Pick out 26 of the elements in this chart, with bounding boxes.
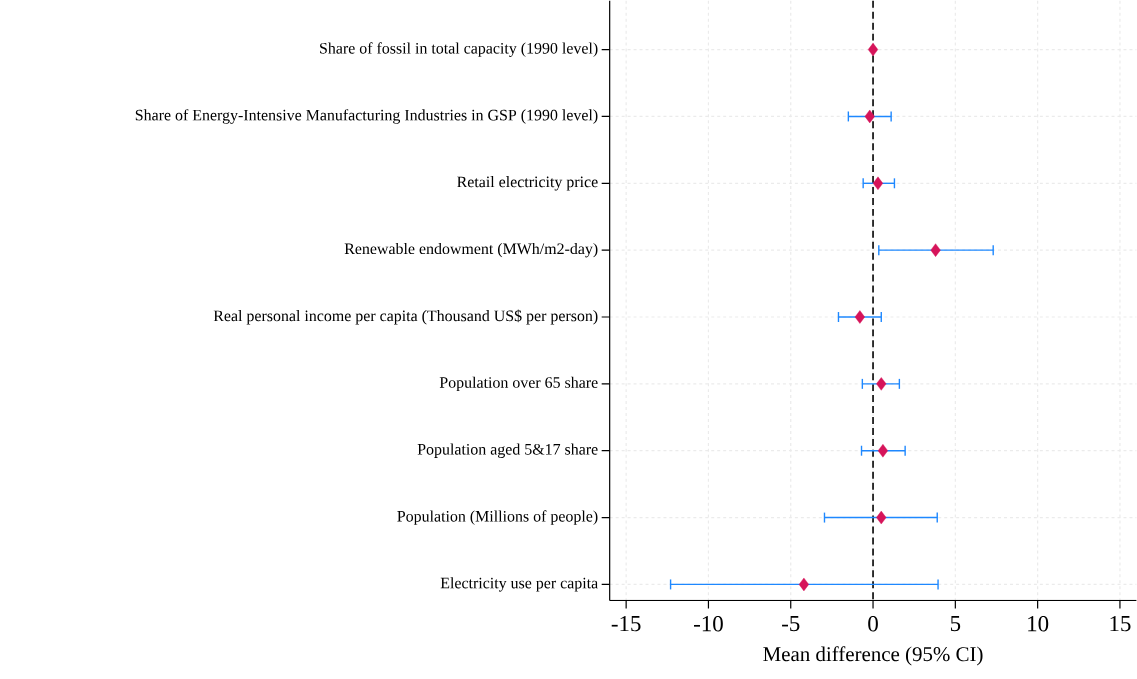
x-tick-label: 10	[1028, 615, 1049, 632]
y-tick-label: Retail electricity price	[457, 175, 598, 191]
x-axis-title: Mean difference (95% CI)	[763, 646, 983, 666]
point	[864, 109, 875, 123]
x-tick-label: 5	[950, 615, 961, 631]
point	[854, 310, 865, 324]
y-tick-label: Real personal income per capita (Thousand US$ per person)	[213, 309, 598, 325]
y-tick-label: Population (Millions of people)	[397, 510, 598, 525]
y-tick-label: Share of fossil in total capacity (1990 level)	[320, 42, 598, 57]
point	[798, 577, 809, 591]
point	[876, 510, 887, 525]
x-tick-label: 15	[1110, 615, 1131, 632]
point	[872, 176, 884, 190]
y-tick-label: Electricity use per capita	[440, 576, 598, 592]
y-tick-label: Population aged 5&17 share	[417, 443, 598, 458]
x-tick-label: -10	[694, 615, 723, 632]
y-tick-label: Renewable endowment (MWh/m2-day)	[344, 242, 598, 258]
point	[876, 376, 887, 391]
y-tick-label: Share of Energy-Intensive Manufacturing Industries in GSP (1990 level)	[135, 108, 598, 124]
y-tick-label: Population over 65 share	[439, 376, 598, 391]
x-tick-label: 0	[868, 615, 878, 632]
point	[930, 243, 941, 257]
x-tick-label: -5	[782, 615, 800, 631]
x-tick-label: -15	[611, 615, 641, 632]
point	[867, 42, 879, 57]
point	[877, 443, 888, 458]
